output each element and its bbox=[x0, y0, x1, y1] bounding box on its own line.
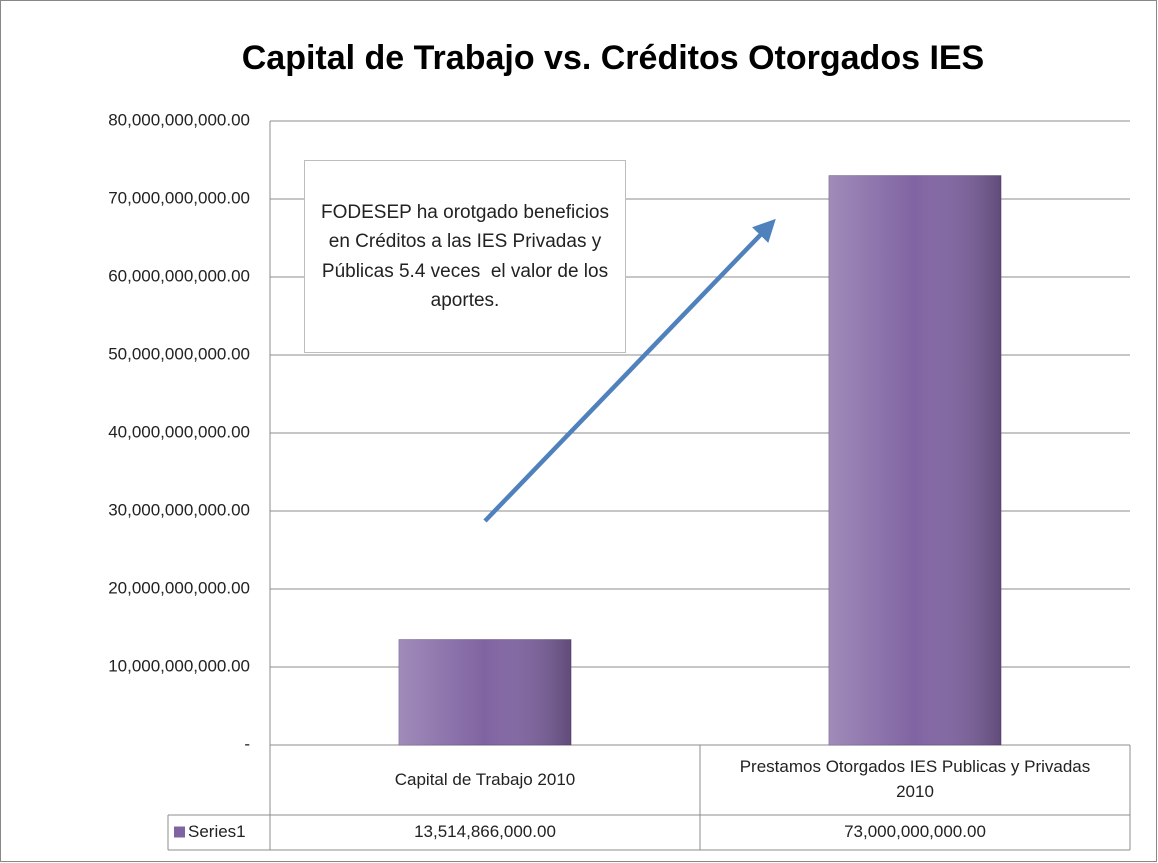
y-tick-label: 20,000,000,000.00 bbox=[108, 578, 250, 597]
y-tick-label: 10,000,000,000.00 bbox=[108, 656, 250, 675]
y-tick-label: 60,000,000,000.00 bbox=[108, 266, 250, 285]
y-tick-label: - bbox=[244, 734, 250, 753]
y-tick-label: 80,000,000,000.00 bbox=[108, 110, 250, 129]
chart-title: Capital de Trabajo vs. Créditos Otorgado… bbox=[242, 39, 985, 77]
x-tick-label: Capital de Trabajo 2010 bbox=[394, 769, 576, 789]
y-tick-label: 50,000,000,000.00 bbox=[108, 344, 250, 363]
table-value: 73,000,000,000.00 bbox=[844, 822, 986, 842]
arrow bbox=[483, 218, 776, 523]
bar-shade bbox=[829, 175, 1001, 746]
annotation: FODESEP ha orotgado beneficios en Crédit… bbox=[304, 160, 626, 353]
legend-label: Series1 bbox=[188, 822, 246, 841]
y-tick-label: 30,000,000,000.00 bbox=[108, 500, 250, 519]
x-tick-label: Prestamos Otorgados IES Publicas y Priva… bbox=[739, 757, 1091, 801]
bar-shade bbox=[399, 639, 571, 745]
legend-key bbox=[174, 826, 185, 838]
table-value: 13,514,866,000.00 bbox=[414, 822, 556, 842]
y-tick-label: 70,000,000,000.00 bbox=[108, 188, 250, 207]
y-tick-label: 40,000,000,000.00 bbox=[108, 422, 250, 441]
